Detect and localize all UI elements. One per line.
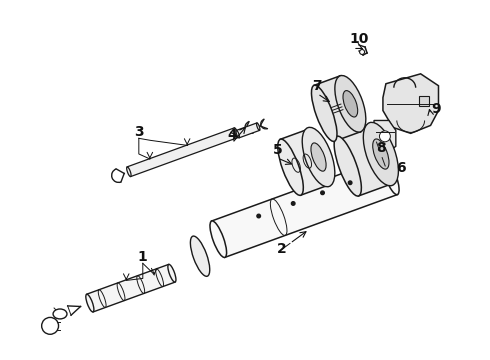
Text: 4: 4: [227, 129, 237, 142]
Polygon shape: [374, 121, 396, 154]
Polygon shape: [337, 124, 391, 196]
Ellipse shape: [257, 123, 260, 130]
Polygon shape: [280, 129, 329, 195]
Circle shape: [348, 181, 352, 185]
Text: 5: 5: [273, 143, 283, 157]
Ellipse shape: [367, 124, 394, 184]
Circle shape: [292, 202, 295, 205]
Polygon shape: [212, 158, 397, 257]
Ellipse shape: [53, 309, 67, 319]
Circle shape: [42, 318, 58, 334]
Polygon shape: [127, 128, 238, 176]
Polygon shape: [383, 74, 439, 133]
Ellipse shape: [334, 136, 361, 196]
Text: 1: 1: [138, 251, 147, 264]
Ellipse shape: [312, 85, 337, 141]
Circle shape: [321, 191, 324, 194]
Ellipse shape: [363, 122, 398, 186]
Ellipse shape: [311, 143, 326, 171]
Ellipse shape: [278, 139, 303, 195]
FancyBboxPatch shape: [418, 96, 429, 105]
Ellipse shape: [383, 158, 399, 195]
Circle shape: [257, 214, 261, 218]
Ellipse shape: [373, 139, 389, 169]
Ellipse shape: [210, 221, 226, 257]
Ellipse shape: [335, 76, 366, 132]
Ellipse shape: [236, 130, 240, 138]
Text: 9: 9: [432, 102, 441, 116]
Ellipse shape: [306, 129, 331, 185]
Ellipse shape: [234, 128, 238, 138]
Ellipse shape: [168, 264, 176, 282]
Text: 7: 7: [313, 79, 322, 93]
Ellipse shape: [126, 167, 131, 177]
Ellipse shape: [338, 76, 363, 132]
Circle shape: [360, 50, 365, 54]
Text: 6: 6: [396, 161, 406, 175]
Ellipse shape: [343, 91, 358, 117]
Text: 10: 10: [349, 32, 369, 46]
Ellipse shape: [191, 236, 210, 276]
Circle shape: [379, 131, 391, 142]
Polygon shape: [236, 123, 260, 138]
Polygon shape: [314, 76, 361, 141]
Text: 2: 2: [277, 242, 287, 256]
Polygon shape: [87, 264, 175, 312]
Ellipse shape: [86, 294, 94, 312]
Text: 8: 8: [376, 141, 386, 155]
Ellipse shape: [302, 127, 335, 187]
Text: 3: 3: [134, 125, 144, 139]
